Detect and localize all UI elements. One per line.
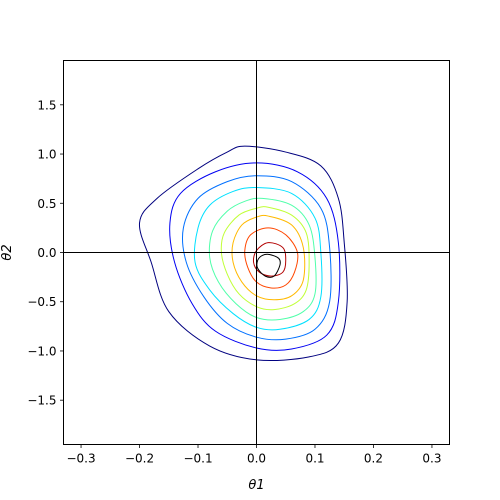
x-tick-label: −0.1 [183,452,212,466]
y-tick-label: −1.5 [27,394,56,408]
contour-level-10 [256,253,281,278]
contour-level-2 [169,162,341,351]
y-tick-label: −1.0 [27,344,56,358]
y-tick-label: 1.0 [37,148,56,162]
x-tick-label: −0.2 [125,452,154,466]
contour-level-6 [220,206,310,311]
x-tick-label: 0.2 [364,452,383,466]
y-tick-label: 1.5 [37,98,56,112]
x-axis-ticks: −0.3 −0.2 −0.1 0.0 0.1 0.2 0.3 [66,444,442,466]
x-axis-label: θ1 [248,478,264,493]
y-axis-ticks: −1.5 −1.0 −0.5 0.0 0.5 1.0 1.5 [27,98,64,408]
x-tick-label: 0.1 [305,452,324,466]
x-tick-label: −0.3 [66,452,95,466]
contour-lines [139,145,348,362]
contour-level-5 [208,197,317,321]
x-tick-label: 0.0 [247,452,266,466]
y-tick-label: 0.5 [37,197,56,211]
contour-level-8 [244,227,299,289]
y-tick-label: −0.5 [27,295,56,309]
y-axis-label: θ2 [0,244,15,260]
contour-level-9 [252,242,287,277]
x-tick-label: 0.3 [422,452,441,466]
y-tick-label: 0.0 [37,246,56,260]
